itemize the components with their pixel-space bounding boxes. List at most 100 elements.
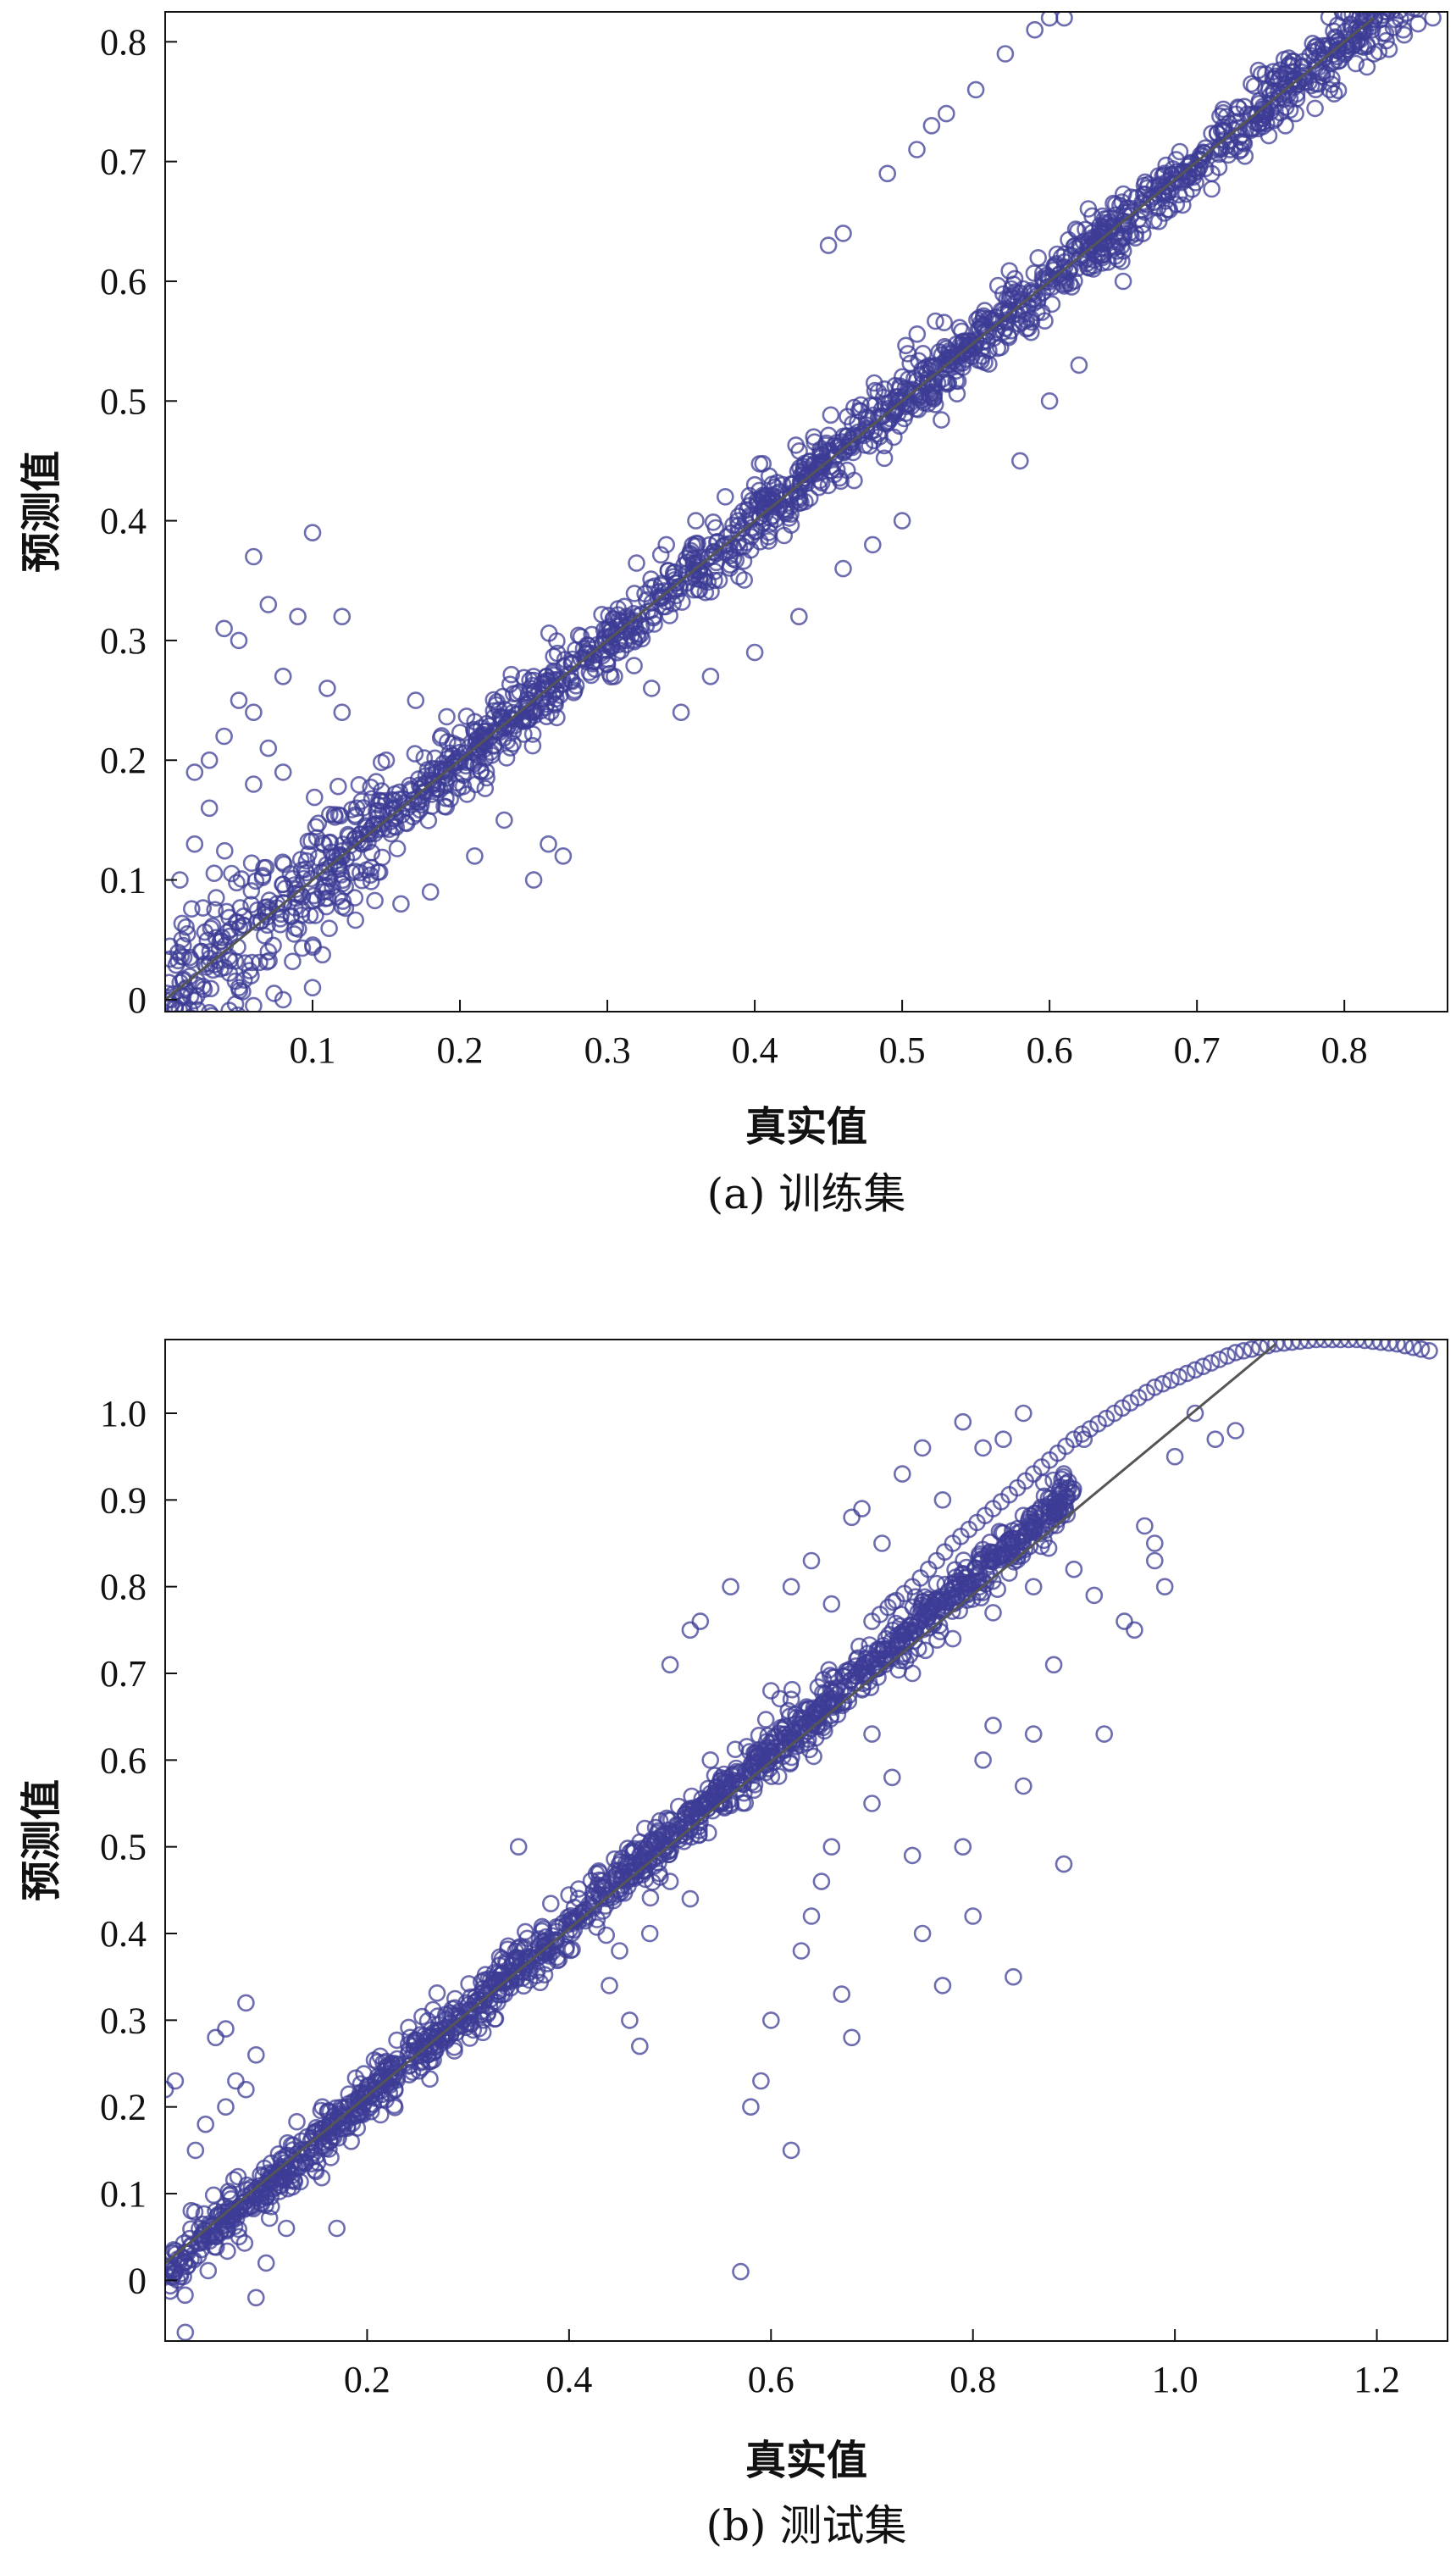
test-data-point (853, 1500, 871, 1517)
train-data-point (438, 707, 456, 726)
train-data-point (194, 899, 212, 917)
train-data-point (598, 655, 617, 674)
test-data-point (903, 1846, 922, 1865)
train-y-tick-label: 0.7 (100, 141, 147, 183)
train-data-point (878, 164, 896, 183)
train-data-point (220, 1001, 238, 1012)
train-data-point (205, 864, 224, 882)
test-data-point (1331, 1340, 1349, 1349)
train-data-point (303, 979, 322, 996)
train-data-point (701, 667, 720, 685)
train-data-point (333, 703, 352, 722)
test-y-tick-label: 0.3 (100, 2000, 147, 2041)
train-data-point (944, 352, 962, 370)
train-data-point (578, 645, 596, 663)
test-data-point (371, 2105, 390, 2124)
train-plot-frame (164, 11, 1448, 1012)
train-data-point (834, 559, 852, 578)
test-data-point (217, 2020, 235, 2038)
train-data-point (1371, 0, 1387, 1)
train-data-point (352, 863, 369, 882)
train-y-tick-label: 0.4 (100, 501, 147, 542)
train-data-point (206, 901, 224, 918)
test-data-point (1243, 1340, 1260, 1358)
train-data-point (651, 546, 670, 564)
test-data-point (269, 2164, 288, 2183)
train-data-point (377, 751, 396, 769)
train-data-point (169, 1037, 185, 1052)
train-data-point (1055, 245, 1074, 264)
test-data-point (701, 1751, 720, 1769)
train-data-point (346, 911, 365, 929)
test-data-point (219, 2242, 236, 2261)
train-data-point (200, 799, 219, 818)
train-data-point (484, 708, 503, 726)
train-data-point (253, 867, 272, 885)
test-data-point (927, 1551, 946, 1570)
train-data-point (293, 939, 312, 957)
test-data-point (925, 1595, 943, 1614)
train-data-point (223, 864, 241, 883)
test-data-point (707, 1778, 726, 1795)
test-data-point (822, 1838, 841, 1856)
train-data-point (734, 502, 752, 520)
train-y-tick-label: 0.6 (100, 261, 147, 302)
test-data-point (843, 2028, 861, 2047)
train-data-point (1203, 164, 1221, 183)
test-data-point (982, 1550, 1000, 1568)
train-data-point (1355, 12, 1373, 19)
test-data-point (681, 1621, 700, 1639)
train-x-tick-label: 0.7 (1174, 1029, 1221, 1071)
test-data-point (1178, 1364, 1196, 1383)
train-data-point (325, 806, 344, 824)
test-y-tick-label: 0.5 (100, 1827, 147, 1868)
train-reference-line (165, 16, 1375, 1001)
train-data-point (1134, 225, 1152, 242)
test-data-point (812, 1872, 831, 1890)
test-data-point (641, 1889, 660, 1907)
train-data-point (758, 486, 777, 504)
test-data-point (1186, 1361, 1204, 1379)
train-data-point (684, 580, 703, 599)
train-data-point (373, 848, 391, 867)
train-data-point (555, 657, 573, 675)
test-y-tick-label: 0.8 (100, 1567, 147, 1608)
test-data-point (650, 1811, 669, 1830)
train-y-axis-title: 预测值 (18, 451, 65, 573)
train-data-point (274, 667, 292, 685)
test-reference-line-segment (165, 1342, 1277, 2265)
test-data-point (761, 1682, 780, 1700)
test-data-point (342, 2133, 361, 2150)
train-data-point (388, 840, 407, 857)
train-data-point (1380, 40, 1398, 58)
test-data-point (237, 2080, 255, 2099)
test-data-point (262, 2198, 280, 2216)
train-data-point (1391, 12, 1409, 19)
train-data-point (1398, 0, 1413, 2)
test-data-point (983, 1572, 1002, 1590)
test-data-point (863, 1795, 881, 1812)
test-data-point (1234, 1342, 1253, 1360)
test-data-point (732, 2262, 750, 2281)
test-y-tick-label: 0.2 (100, 2087, 147, 2128)
test-x-ticks: 0.2 0.4 0.6 0.8 1.0 1.2 (344, 2329, 1400, 2400)
train-data-point (200, 955, 219, 973)
train-data-point (426, 749, 444, 768)
train-data-point (285, 925, 303, 943)
train-data-point (198, 931, 217, 950)
train-data-point (1386, 0, 1401, 9)
test-data-point (1218, 1347, 1237, 1365)
train-data-point (657, 535, 676, 554)
test-data-point (1044, 1656, 1063, 1674)
train-data-point (537, 667, 556, 685)
test-data-point (217, 2098, 235, 2116)
train-data-point (235, 917, 253, 935)
train-data-point (1184, 168, 1203, 186)
test-data-point (868, 1640, 887, 1659)
test-data-point (1041, 1495, 1059, 1512)
train-data-point (595, 630, 613, 648)
train-data-point (1036, 312, 1054, 330)
train-data-point (265, 985, 283, 1002)
test-data-point (541, 1895, 560, 1912)
train-data-point (938, 104, 955, 123)
